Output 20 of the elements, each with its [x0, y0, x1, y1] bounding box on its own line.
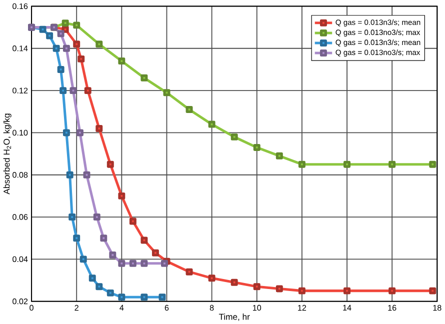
x-tick-label: 14 [343, 304, 352, 310]
y-tick-label: 0.08 [12, 172, 28, 178]
x-tick-label: 4 [120, 304, 124, 310]
x-tick-label: 12 [298, 304, 306, 310]
x-tick-label: 6 [164, 304, 169, 311]
x-tick-label: 0 [30, 304, 34, 311]
y-tick-label: 0.16 [12, 3, 28, 9]
y-tick-label: 0.12 [12, 88, 28, 94]
y-axis-title: Absorbed H$_{2}$O, kg/kg [3, 114, 12, 194]
y-tick-label: 0.04 [12, 256, 28, 262]
y-tick-label: 0.02 [12, 298, 28, 304]
y-tick-label: 0.14 [12, 45, 28, 52]
y-tick-label: 0.10 [12, 130, 28, 136]
y-tick-label: 0.06 [12, 214, 28, 220]
x-tick-label: 2 [74, 304, 78, 310]
x-tick-label: 16 [388, 304, 396, 311]
x-tick-label: 18 [433, 304, 442, 311]
x-axis-title: Time, hr [218, 313, 250, 321]
x-tick-label: 10 [252, 304, 262, 311]
x-tick-label: 8 [210, 304, 214, 311]
